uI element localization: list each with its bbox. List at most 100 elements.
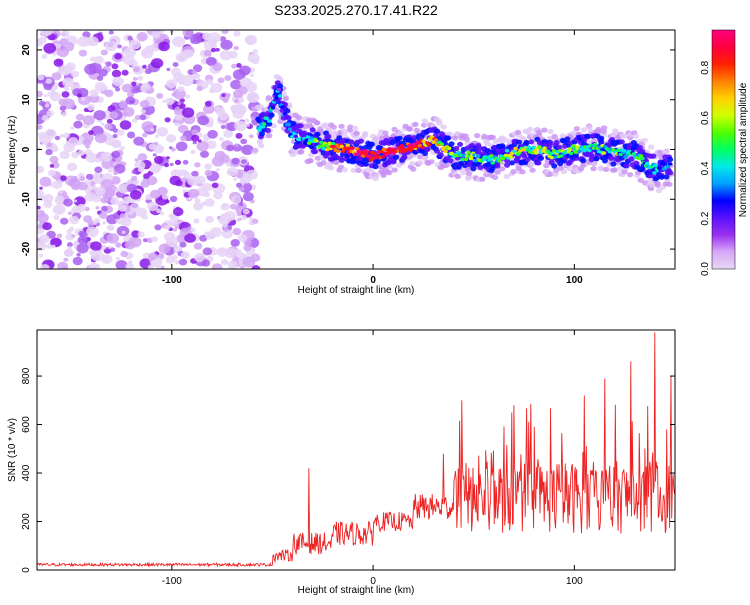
noise-cell	[174, 260, 180, 265]
ridge-core-cell	[593, 142, 598, 147]
noise-cell	[144, 68, 152, 75]
ridge-core-cell	[314, 139, 319, 143]
ridge-core-cell	[488, 158, 493, 162]
noise-cell	[233, 45, 239, 51]
noise-cell	[113, 171, 118, 176]
ridge-halo-cell	[350, 167, 357, 173]
snr-plot-area	[37, 332, 675, 568]
ridge-halo-cell	[353, 130, 360, 136]
ridge-mid-cell	[434, 128, 441, 134]
noise-cell	[112, 133, 118, 139]
ridge-mid-cell	[312, 149, 319, 155]
ridge-halo-cell	[620, 133, 628, 139]
heatmap-y-tick-label: -10	[21, 192, 32, 207]
noise-cell	[123, 47, 137, 58]
ridge-core-cell	[605, 147, 610, 151]
ridge-mid-cell	[336, 135, 343, 141]
ridge-mid-cell	[470, 166, 477, 172]
ridge-halo-cell	[503, 173, 510, 180]
ridge-core-cell	[284, 114, 289, 118]
noise-cell	[82, 115, 95, 126]
heatmap-cells	[37, 30, 675, 269]
ridge-halo-cell	[603, 166, 610, 172]
snr-x-label: Height of straight line (km)	[298, 585, 415, 596]
ridge-core-cell	[399, 143, 405, 148]
ridge-halo-cell	[590, 166, 597, 172]
ridge-core-cell	[601, 151, 606, 155]
ridge-core-cell	[309, 136, 314, 140]
ridge-halo-cell	[406, 126, 413, 132]
noise-cell	[236, 182, 242, 188]
noise-cell	[241, 159, 247, 165]
noise-cell	[193, 73, 201, 80]
ridge-core-cell	[631, 152, 637, 156]
ridge-core-cell	[276, 88, 282, 92]
snr-y-label: SNR (10 * v/v)	[7, 418, 18, 482]
ridge-halo-cell	[446, 131, 454, 137]
noise-cell	[101, 205, 108, 212]
noise-cell	[240, 138, 248, 145]
ridge-halo-cell	[541, 127, 548, 133]
noise-cell	[174, 122, 180, 127]
noise-cell	[237, 86, 248, 95]
noise-cell	[194, 252, 206, 263]
noise-cell	[59, 105, 67, 111]
noise-cell	[47, 169, 57, 177]
snr-y-tick-label: 800	[21, 367, 32, 384]
ridge-mid-cell	[309, 127, 316, 133]
ridge-halo-cell	[514, 129, 522, 135]
noise-cell	[89, 89, 99, 97]
ridge-peak-cell	[345, 146, 353, 151]
noise-cell	[169, 162, 174, 167]
ridge-halo-cell	[320, 160, 327, 166]
ridge-mid-cell	[538, 155, 544, 161]
ridge-mid-cell	[338, 157, 345, 163]
noise-cell	[179, 135, 187, 142]
noise-cell	[117, 44, 122, 49]
noise-cell	[41, 54, 48, 59]
colorbar-frame	[711, 29, 736, 270]
noise-cell	[95, 206, 100, 210]
noise-cell	[37, 124, 43, 130]
noise-cell	[187, 175, 200, 187]
ridge-mid-cell	[265, 127, 271, 134]
noise-cell	[203, 104, 215, 114]
noise-cell	[234, 143, 239, 147]
noise-cell	[238, 202, 244, 207]
noise-cell	[201, 259, 211, 267]
ridge-halo-cell	[421, 155, 428, 161]
ridge-halo-cell	[484, 141, 491, 147]
noise-cell	[88, 130, 94, 135]
ridge-mid-cell	[667, 156, 674, 163]
noise-cell	[192, 140, 197, 145]
noise-cell	[92, 221, 97, 225]
noise-cell	[222, 98, 229, 103]
ridge-core-cell	[270, 106, 276, 110]
ridge-halo-cell	[440, 124, 447, 130]
ridge-mid-cell	[608, 155, 614, 161]
noise-cell	[150, 58, 164, 69]
noise-cell	[102, 255, 110, 262]
ridge-core-cell	[345, 143, 350, 147]
noise-cell	[84, 149, 93, 156]
ridge-mid-cell	[445, 135, 451, 141]
noise-cell	[82, 138, 92, 147]
noise-cell	[232, 227, 242, 236]
ridge-mid-cell	[523, 140, 530, 146]
noise-cell	[38, 131, 47, 139]
ridge-core-cell	[653, 163, 658, 168]
ridge-halo-cell	[611, 167, 618, 173]
ridge-core-cell	[381, 147, 387, 152]
ridge-core-cell	[335, 149, 341, 153]
ridge-halo-cell	[322, 122, 329, 128]
ridge-halo-cell	[382, 130, 389, 136]
noise-cell	[214, 105, 220, 110]
ridge-core-cell	[286, 122, 291, 127]
ridge-core-cell	[380, 155, 385, 159]
ridge-core-cell	[473, 159, 478, 163]
ridge-mid-cell	[284, 108, 291, 114]
ridge-halo-cell	[265, 95, 272, 101]
noise-cell	[100, 122, 105, 126]
noise-cell	[147, 264, 154, 269]
noise-cell	[177, 102, 181, 106]
